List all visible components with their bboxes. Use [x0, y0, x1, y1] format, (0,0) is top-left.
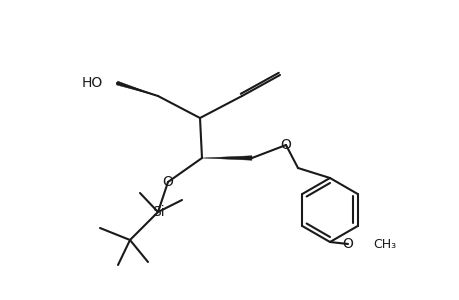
- Text: HO: HO: [82, 76, 103, 90]
- Text: Si: Si: [151, 205, 164, 219]
- Text: O: O: [162, 175, 173, 189]
- Polygon shape: [202, 156, 252, 160]
- Polygon shape: [116, 81, 157, 96]
- Text: CH₃: CH₃: [372, 238, 395, 250]
- Text: O: O: [342, 237, 353, 251]
- Text: O: O: [280, 138, 291, 152]
